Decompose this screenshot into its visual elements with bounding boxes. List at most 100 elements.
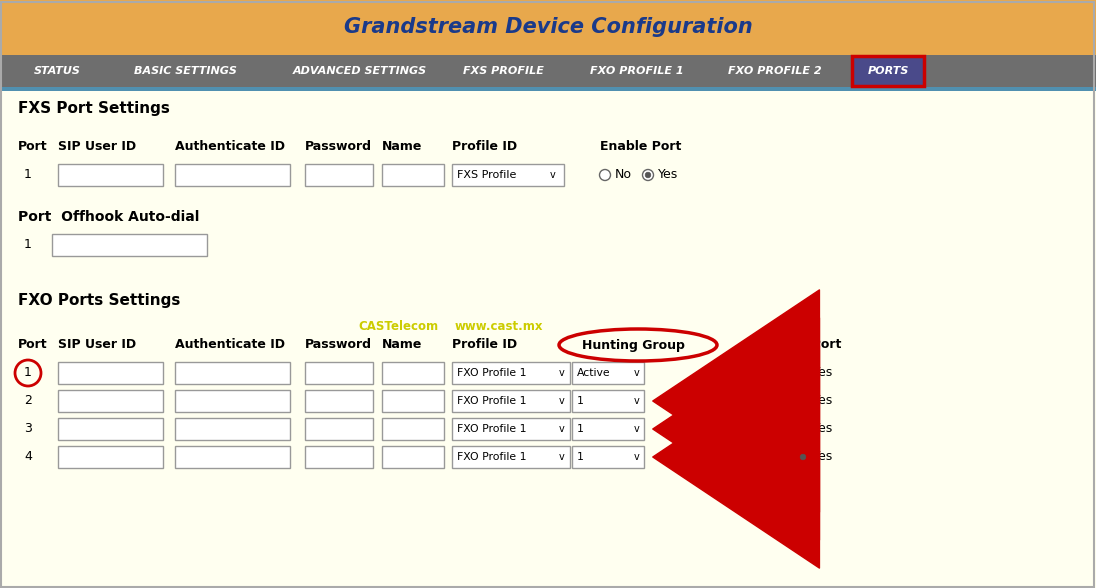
Text: FXO Profile 1: FXO Profile 1 (457, 368, 526, 378)
Circle shape (800, 454, 806, 460)
Text: No: No (770, 423, 787, 436)
Text: Yes: Yes (658, 169, 678, 182)
FancyBboxPatch shape (0, 87, 1096, 91)
Text: Profile ID: Profile ID (452, 141, 517, 153)
Text: 1: 1 (576, 396, 584, 406)
FancyBboxPatch shape (0, 55, 1096, 87)
Circle shape (798, 368, 809, 379)
Text: STATUS: STATUS (34, 66, 80, 76)
Text: Enable Port: Enable Port (760, 339, 842, 352)
Text: No: No (770, 366, 787, 379)
Circle shape (798, 452, 809, 463)
Text: 2: 2 (24, 395, 32, 407)
Circle shape (754, 423, 765, 435)
FancyBboxPatch shape (175, 362, 290, 384)
Circle shape (798, 396, 809, 406)
Text: 4: 4 (24, 450, 32, 463)
Circle shape (800, 370, 806, 376)
FancyBboxPatch shape (175, 164, 290, 186)
Circle shape (798, 423, 809, 435)
FancyBboxPatch shape (383, 390, 444, 412)
Text: FXO Profile 1: FXO Profile 1 (457, 396, 526, 406)
Text: Enable Port: Enable Port (600, 141, 682, 153)
FancyBboxPatch shape (572, 418, 644, 440)
Text: Port: Port (18, 339, 47, 352)
Text: Authenticate ID: Authenticate ID (175, 339, 285, 352)
Circle shape (642, 169, 653, 181)
FancyBboxPatch shape (58, 390, 163, 412)
Text: Authenticate ID: Authenticate ID (175, 141, 285, 153)
Text: FXO PROFILE 1: FXO PROFILE 1 (590, 66, 684, 76)
FancyBboxPatch shape (58, 418, 163, 440)
Text: v: v (635, 368, 640, 378)
Text: 1: 1 (576, 424, 584, 434)
Text: Yes: Yes (813, 395, 833, 407)
Text: Hunting Group: Hunting Group (582, 339, 685, 352)
Text: FXS Port Settings: FXS Port Settings (18, 102, 170, 116)
Text: www.cast.mx: www.cast.mx (455, 320, 544, 333)
Text: FXS Profile: FXS Profile (457, 170, 516, 180)
Text: FXO Profile 1: FXO Profile 1 (457, 424, 526, 434)
FancyBboxPatch shape (852, 56, 924, 86)
FancyBboxPatch shape (383, 446, 444, 468)
Text: CASTelecom: CASTelecom (358, 320, 438, 333)
FancyBboxPatch shape (175, 446, 290, 468)
Text: v: v (635, 424, 640, 434)
Text: Port: Port (18, 141, 47, 153)
Text: v: v (559, 396, 564, 406)
Text: SIP User ID: SIP User ID (58, 141, 136, 153)
FancyBboxPatch shape (175, 390, 290, 412)
FancyBboxPatch shape (452, 164, 564, 186)
FancyBboxPatch shape (52, 234, 207, 256)
Text: v: v (559, 452, 564, 462)
Text: 1: 1 (24, 366, 32, 379)
Text: 3: 3 (24, 423, 32, 436)
Text: PORTS: PORTS (867, 66, 909, 76)
Text: 1: 1 (24, 239, 32, 252)
Text: SIP User ID: SIP User ID (58, 339, 136, 352)
FancyBboxPatch shape (452, 418, 570, 440)
Circle shape (754, 396, 765, 406)
FancyBboxPatch shape (0, 0, 1096, 55)
FancyBboxPatch shape (572, 446, 644, 468)
Text: 1: 1 (24, 169, 32, 182)
Text: No: No (770, 450, 787, 463)
Text: v: v (559, 424, 564, 434)
Text: No: No (615, 169, 632, 182)
FancyBboxPatch shape (305, 164, 373, 186)
Text: Active: Active (576, 368, 610, 378)
Text: FXO Profile 1: FXO Profile 1 (457, 452, 526, 462)
Circle shape (800, 426, 806, 432)
Text: Yes: Yes (813, 450, 833, 463)
FancyBboxPatch shape (452, 446, 570, 468)
FancyBboxPatch shape (383, 362, 444, 384)
FancyBboxPatch shape (572, 362, 644, 384)
FancyBboxPatch shape (305, 390, 373, 412)
FancyBboxPatch shape (305, 418, 373, 440)
FancyBboxPatch shape (383, 418, 444, 440)
Text: FXO Ports Settings: FXO Ports Settings (18, 292, 181, 308)
Text: Yes: Yes (813, 366, 833, 379)
Text: BASIC SETTINGS: BASIC SETTINGS (134, 66, 237, 76)
Text: FXS PROFILE: FXS PROFILE (463, 66, 544, 76)
Text: Yes: Yes (813, 423, 833, 436)
FancyBboxPatch shape (58, 446, 163, 468)
Text: v: v (635, 452, 640, 462)
Text: v: v (635, 396, 640, 406)
Text: Password: Password (305, 339, 372, 352)
Text: Port  Offhook Auto-dial: Port Offhook Auto-dial (18, 210, 199, 224)
FancyBboxPatch shape (452, 390, 570, 412)
Text: Name: Name (383, 141, 422, 153)
Text: v: v (550, 170, 556, 180)
Text: 1: 1 (576, 452, 584, 462)
Text: Password: Password (305, 141, 372, 153)
Text: Grandstream Device Configuration: Grandstream Device Configuration (344, 17, 752, 37)
Circle shape (646, 172, 651, 178)
Text: Name: Name (383, 339, 422, 352)
Text: Profile ID: Profile ID (452, 339, 517, 352)
FancyBboxPatch shape (305, 446, 373, 468)
Circle shape (600, 169, 610, 181)
Circle shape (800, 398, 806, 404)
FancyBboxPatch shape (452, 362, 570, 384)
FancyBboxPatch shape (175, 418, 290, 440)
